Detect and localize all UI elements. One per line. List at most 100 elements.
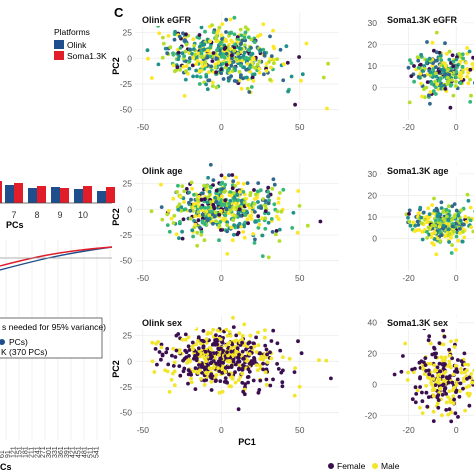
platforms-legend-title: Platforms	[54, 27, 90, 37]
data-point	[436, 398, 441, 402]
data-point	[186, 344, 191, 349]
data-point	[256, 214, 261, 219]
variance-legend-title: s needed for 95% variance)	[2, 322, 106, 332]
data-point	[219, 228, 223, 232]
data-point	[209, 331, 213, 335]
data-point	[469, 225, 473, 230]
data-point	[232, 232, 236, 237]
data-point	[260, 254, 265, 258]
data-point	[433, 92, 438, 96]
data-point	[231, 325, 236, 329]
data-point	[257, 70, 262, 75]
data-point	[264, 69, 269, 73]
data-point	[202, 183, 207, 188]
panel-title: Soma1.3K eGFR	[387, 15, 458, 25]
data-point	[266, 255, 271, 260]
data-point	[188, 216, 193, 221]
data-point	[418, 375, 422, 380]
data-point	[229, 365, 234, 369]
data-point	[184, 64, 189, 68]
data-point	[228, 334, 233, 338]
data-point	[430, 203, 434, 207]
bar-x-ticks: 678910	[11, 210, 88, 220]
variance-x-tick: 391	[64, 446, 71, 458]
data-point	[299, 78, 303, 83]
data-point	[433, 368, 438, 372]
data-point	[285, 60, 290, 65]
data-point	[187, 59, 192, 64]
data-point	[454, 75, 458, 79]
data-point	[159, 182, 163, 187]
data-point	[230, 173, 235, 177]
data-point	[171, 51, 175, 56]
data-point	[167, 390, 172, 394]
data-point	[266, 201, 271, 206]
data-point	[286, 89, 290, 94]
data-point	[251, 78, 256, 83]
data-point	[192, 47, 196, 51]
data-point	[208, 45, 213, 50]
data-point	[248, 333, 253, 338]
data-point	[263, 209, 268, 214]
data-point	[443, 41, 447, 46]
data-point	[463, 408, 467, 413]
data-point	[426, 216, 431, 221]
data-point	[317, 358, 321, 362]
data-point	[263, 343, 268, 348]
data-point	[419, 81, 423, 86]
data-point	[189, 380, 194, 385]
data-point	[251, 56, 256, 61]
data-point	[172, 37, 177, 42]
data-point	[193, 222, 198, 227]
data-point	[216, 366, 221, 370]
data-point	[452, 345, 457, 349]
x-tick-label: 0	[454, 425, 459, 435]
data-point	[304, 41, 309, 46]
bar-x-axis-fragment: PCs	[6, 220, 24, 230]
y-tick-label: 30	[368, 169, 378, 179]
data-point	[219, 357, 223, 361]
data-point	[442, 61, 447, 66]
data-point	[276, 367, 281, 371]
data-point	[243, 220, 248, 225]
data-point	[406, 215, 410, 220]
data-point	[215, 56, 219, 61]
data-point	[418, 62, 423, 67]
data-point	[465, 51, 470, 56]
legend-male-dot	[372, 463, 378, 469]
data-point	[296, 339, 300, 344]
data-point	[406, 65, 411, 70]
data-point	[449, 82, 454, 87]
data-point	[418, 405, 422, 410]
data-point	[172, 213, 177, 218]
data-point	[184, 32, 188, 37]
data-point	[436, 381, 441, 385]
data-point	[305, 223, 310, 228]
data-point	[425, 404, 430, 409]
data-point	[435, 58, 439, 63]
data-point	[240, 366, 245, 371]
x-axis-label: PC1	[238, 437, 256, 447]
data-point	[290, 226, 295, 230]
data-point	[240, 337, 244, 342]
data-point	[252, 201, 257, 206]
data-point	[187, 354, 191, 358]
data-point	[229, 63, 234, 68]
data-point	[150, 359, 155, 364]
data-point	[468, 218, 473, 223]
data-point	[195, 58, 200, 63]
data-point	[172, 383, 177, 388]
data-point	[216, 196, 221, 201]
bar-soma	[14, 183, 23, 203]
data-point	[409, 74, 414, 78]
data-point	[218, 379, 223, 383]
data-point	[463, 214, 468, 219]
legend-female-dot	[328, 463, 334, 469]
data-point	[209, 185, 213, 190]
data-point	[465, 192, 470, 197]
data-point	[197, 33, 202, 37]
data-point	[424, 85, 429, 90]
data-point	[442, 68, 447, 73]
data-point	[233, 42, 238, 47]
